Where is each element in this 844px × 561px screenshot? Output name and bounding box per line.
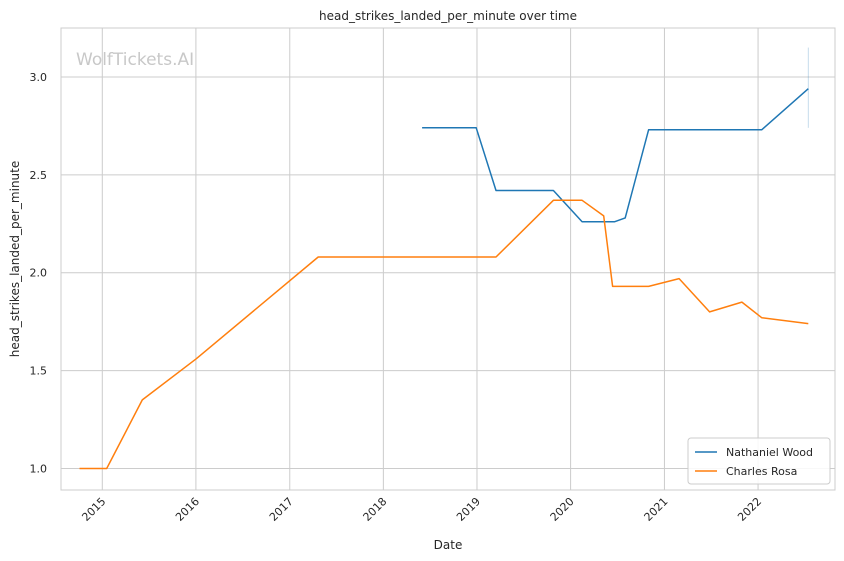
x-tick-label: 2022 — [735, 495, 764, 524]
plot-area — [60, 27, 836, 491]
x-tick-label: 2016 — [173, 495, 202, 524]
y-tick-label: 2.5 — [30, 169, 48, 182]
watermark: WolfTickets.AI — [76, 50, 194, 70]
y-axis-label: head_strikes_landed_per_minute — [8, 161, 22, 358]
y-axis-ticks: 1.0 1.5 2.0 2.5 3.0 — [30, 71, 48, 476]
x-tick-label: 2018 — [361, 495, 390, 524]
x-tick-label: 2020 — [548, 495, 577, 524]
x-tick-label: 2021 — [642, 495, 671, 524]
series-layer — [79, 47, 809, 470]
series-line-1 — [422, 88, 809, 223]
x-tick-label: 2015 — [79, 495, 108, 524]
legend-box — [687, 437, 831, 485]
y-tick-label: 3.0 — [30, 71, 48, 84]
x-axis-ticks: 2015 2016 2017 2018 2019 2020 2021 2022 — [79, 495, 764, 524]
legend-label: Nathaniel Wood — [726, 446, 813, 459]
chart-title: head_strikes_landed_per_minute over time — [319, 9, 577, 23]
legend: Nathaniel Wood Charles Rosa — [687, 437, 831, 485]
series-line-2 — [79, 199, 809, 470]
y-tick-label: 2.0 — [30, 267, 48, 280]
x-axis-label: Date — [434, 538, 463, 552]
x-tick-label: 2017 — [267, 495, 296, 524]
x-tick-label: 2019 — [454, 495, 483, 524]
y-tick-label: 1.0 — [30, 462, 48, 475]
y-tick-label: 1.5 — [30, 365, 48, 378]
legend-label: Charles Rosa — [726, 465, 797, 478]
grid-lines — [61, 28, 835, 490]
